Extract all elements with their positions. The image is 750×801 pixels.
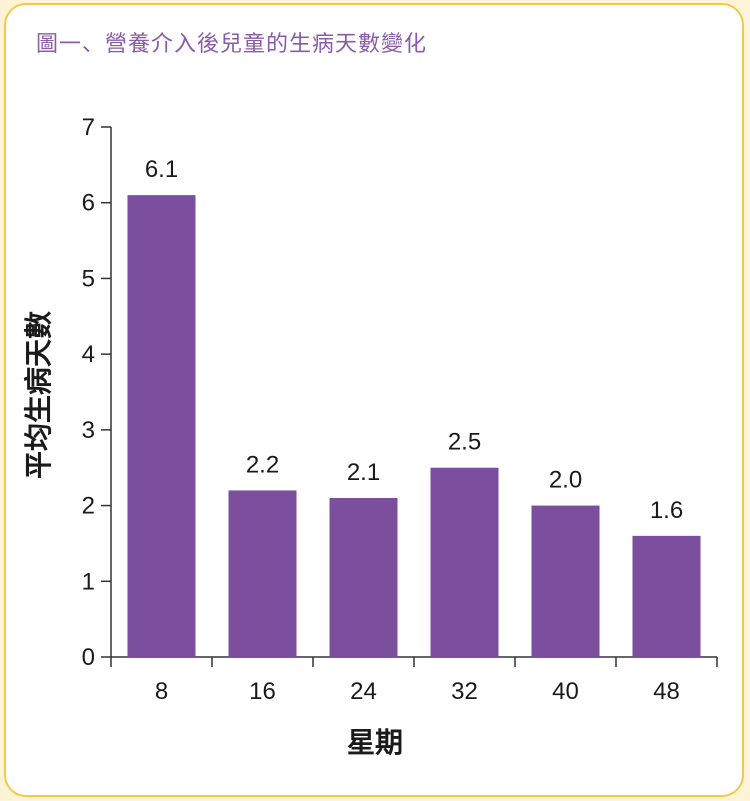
bars (127, 195, 701, 657)
x-tick-label: 40 (552, 678, 579, 705)
y-axis-title: 平均生病天數 (22, 311, 55, 479)
x-axis: 8 16 24 32 40 48 (110, 656, 718, 705)
y-tick-label: 2 (82, 493, 95, 520)
y-tick-label: 6 (82, 190, 95, 217)
x-axis-title: 星期 (347, 726, 403, 759)
bar (430, 467, 499, 657)
bar (127, 195, 196, 657)
x-tick-label: 16 (249, 678, 276, 705)
y-tick-label: 5 (82, 265, 95, 292)
x-tick-label: 32 (451, 678, 478, 705)
bar-value-label: 2.1 (347, 459, 380, 486)
y-tick-label: 3 (82, 417, 95, 444)
bar (632, 535, 701, 657)
bar-value-label: 2.5 (448, 429, 481, 456)
bar (531, 505, 600, 657)
chart-title: 圖一、營養介入後兒童的生病天數變化 (36, 32, 428, 57)
bar (228, 490, 297, 657)
y-tick-label: 7 (82, 114, 95, 141)
y-tick-label: 1 (82, 568, 95, 595)
chart-card (4, 3, 744, 797)
x-tick-label: 48 (653, 678, 680, 705)
data-labels: 6.1 2.2 2.1 2.5 2.0 1.6 (145, 156, 683, 524)
bar-value-label: 1.6 (650, 497, 683, 524)
bar-value-label: 2.0 (549, 467, 582, 494)
bar-value-label: 6.1 (145, 156, 178, 183)
x-tick-label: 8 (155, 678, 168, 705)
y-axis: 0 1 2 3 4 5 6 7 (82, 114, 112, 671)
x-tick-label: 24 (350, 678, 377, 705)
bar (329, 498, 398, 657)
y-tick-label: 0 (82, 644, 95, 671)
bar-value-label: 2.2 (246, 451, 279, 478)
y-tick-label: 4 (82, 341, 95, 368)
